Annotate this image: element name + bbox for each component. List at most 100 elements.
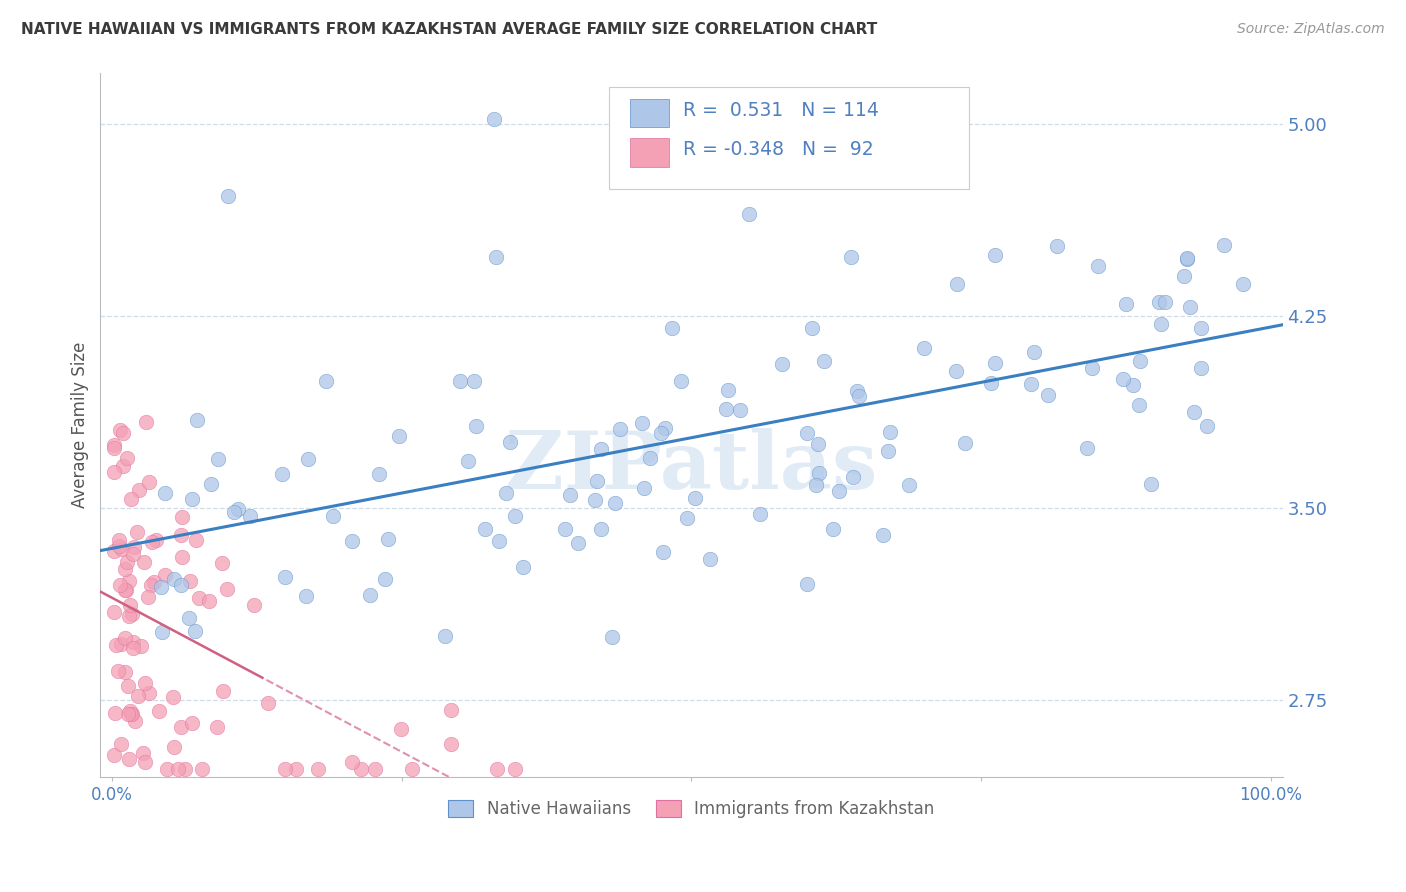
Point bbox=[170, 509, 193, 524]
Point bbox=[983, 248, 1005, 262]
Point bbox=[107, 533, 129, 547]
Point bbox=[603, 496, 626, 510]
Point bbox=[484, 112, 506, 126]
Point bbox=[440, 737, 463, 751]
Point bbox=[172, 550, 194, 565]
Point bbox=[897, 478, 920, 492]
Point bbox=[169, 720, 191, 734]
Point bbox=[134, 675, 156, 690]
Point bbox=[945, 363, 967, 377]
Point bbox=[567, 536, 589, 550]
Point bbox=[841, 251, 863, 265]
Point bbox=[271, 467, 294, 481]
Point bbox=[103, 544, 125, 558]
Point bbox=[110, 636, 132, 650]
Point bbox=[716, 402, 738, 417]
Point bbox=[683, 491, 706, 505]
Point bbox=[503, 762, 526, 776]
Point bbox=[114, 562, 136, 576]
Point bbox=[877, 444, 900, 458]
Point bbox=[1182, 405, 1205, 419]
Point bbox=[177, 611, 200, 625]
Point bbox=[1122, 378, 1144, 392]
Point bbox=[638, 451, 661, 466]
Point bbox=[121, 706, 143, 721]
Point bbox=[651, 544, 673, 558]
Point bbox=[342, 756, 364, 770]
Point bbox=[217, 582, 239, 596]
Point bbox=[211, 684, 233, 698]
Point bbox=[1173, 268, 1195, 283]
Point bbox=[108, 423, 131, 437]
Point bbox=[463, 375, 485, 389]
Point bbox=[364, 762, 387, 776]
Point bbox=[120, 492, 142, 507]
Point bbox=[104, 706, 127, 721]
Point bbox=[117, 706, 139, 721]
Point bbox=[153, 568, 176, 582]
Point bbox=[807, 436, 830, 450]
Point bbox=[770, 357, 793, 371]
Point bbox=[118, 598, 141, 612]
Point bbox=[1178, 300, 1201, 314]
Point bbox=[946, 277, 969, 292]
FancyBboxPatch shape bbox=[609, 87, 969, 189]
Point bbox=[117, 555, 139, 569]
Point bbox=[984, 356, 1007, 370]
Point bbox=[586, 474, 609, 488]
Point bbox=[1022, 345, 1045, 359]
Point bbox=[167, 762, 190, 776]
Point bbox=[228, 501, 250, 516]
Point bbox=[205, 720, 228, 734]
Point bbox=[1046, 239, 1069, 253]
Point bbox=[149, 580, 172, 594]
Point bbox=[728, 403, 751, 417]
Point bbox=[1189, 361, 1212, 376]
Point bbox=[488, 534, 510, 549]
Point bbox=[107, 664, 129, 678]
Point bbox=[115, 583, 138, 598]
Y-axis label: Average Family Size: Average Family Size bbox=[72, 342, 89, 508]
Point bbox=[589, 522, 612, 536]
Point bbox=[1154, 294, 1177, 309]
Point bbox=[631, 416, 654, 430]
Point bbox=[807, 466, 830, 480]
Point bbox=[848, 389, 870, 403]
Point bbox=[162, 739, 184, 754]
Point bbox=[174, 762, 197, 776]
Point bbox=[103, 605, 125, 619]
Point bbox=[224, 505, 246, 519]
Point bbox=[122, 635, 145, 649]
Point bbox=[813, 354, 835, 368]
Point bbox=[179, 574, 201, 588]
Point bbox=[122, 641, 145, 656]
Point bbox=[872, 528, 894, 542]
Point bbox=[239, 509, 262, 524]
Point bbox=[118, 574, 141, 589]
Point bbox=[495, 486, 517, 500]
Point bbox=[499, 435, 522, 450]
Point bbox=[650, 426, 672, 441]
Point bbox=[1036, 388, 1059, 402]
Point bbox=[842, 470, 865, 484]
Point bbox=[953, 435, 976, 450]
Point bbox=[217, 189, 239, 203]
Point bbox=[191, 762, 214, 776]
Point bbox=[294, 589, 316, 603]
Point bbox=[661, 320, 683, 334]
Point bbox=[114, 632, 136, 646]
Point bbox=[121, 706, 143, 721]
Point bbox=[135, 415, 157, 429]
Point bbox=[284, 762, 307, 776]
Text: R =  0.531   N = 114: R = 0.531 N = 114 bbox=[683, 101, 879, 120]
Point bbox=[699, 552, 721, 566]
Point bbox=[1087, 259, 1109, 273]
Point bbox=[315, 374, 337, 388]
Point bbox=[738, 207, 761, 221]
Point bbox=[132, 746, 155, 760]
Point bbox=[134, 755, 156, 769]
Point bbox=[111, 541, 134, 556]
Point bbox=[1081, 360, 1104, 375]
Point bbox=[274, 762, 297, 776]
Point bbox=[374, 572, 396, 586]
